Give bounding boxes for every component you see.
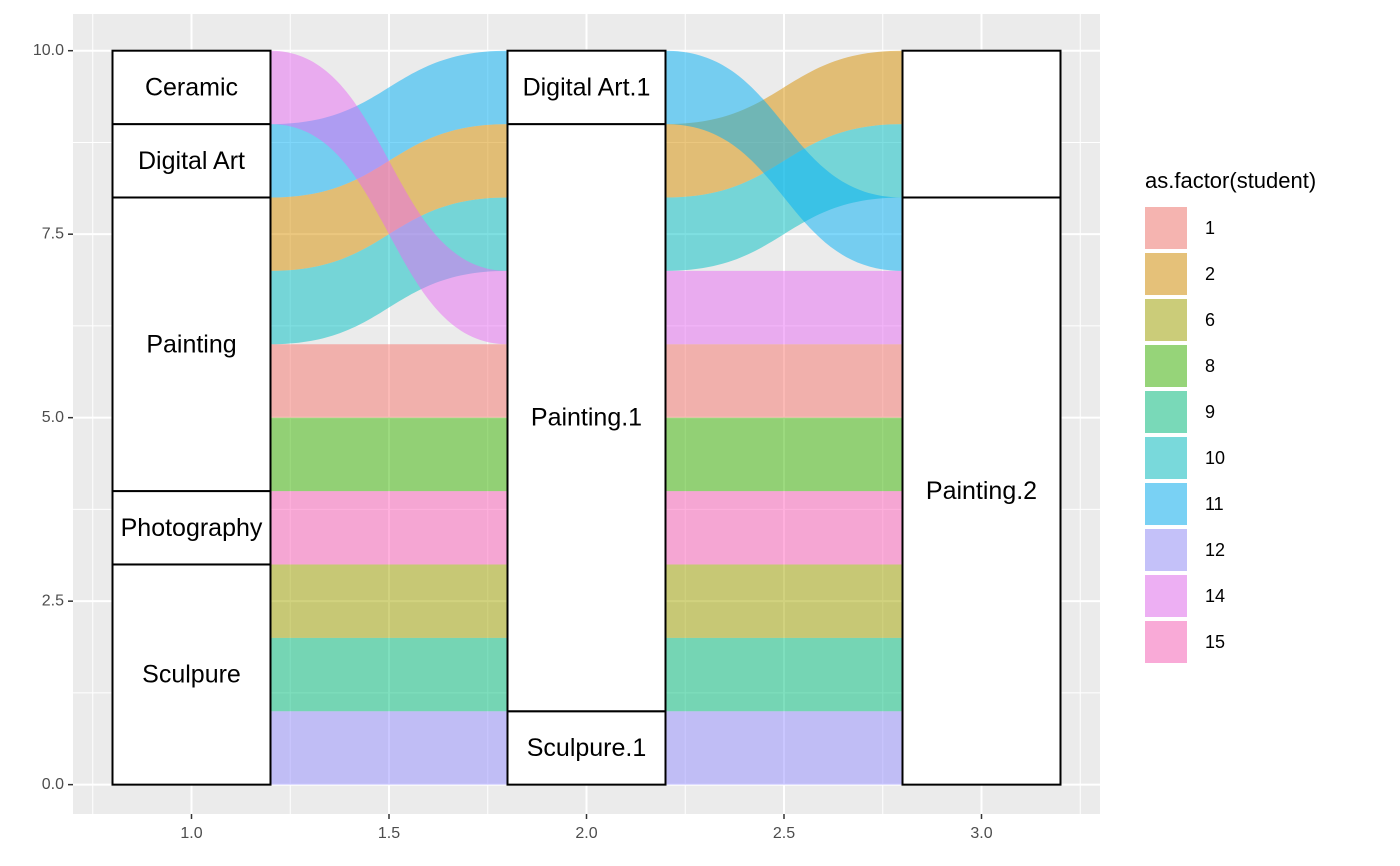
legend-label: 14 [1205, 586, 1225, 606]
legend-label: 10 [1205, 448, 1225, 468]
flow-student-6 [270, 564, 508, 638]
legend-swatch-12 [1145, 529, 1187, 571]
y-tick-label: 10.0 [33, 42, 64, 59]
legend-swatch-10 [1145, 437, 1187, 479]
flow-student-14 [665, 270, 903, 345]
flow-student-1 [665, 344, 903, 418]
flow-student-15 [665, 491, 903, 565]
legend-title: as.factor(student) [1145, 168, 1316, 193]
y-tick-label: 0.0 [42, 776, 64, 793]
x-axis: 1.0 1.5 2.0 2.5 3.0 [180, 814, 993, 842]
stratum-label: Painting.1 [531, 404, 642, 432]
y-tick-label: 7.5 [42, 226, 64, 243]
legend-label: 12 [1205, 540, 1225, 560]
flow-student-9 [665, 637, 903, 712]
flow-student-6 [665, 564, 903, 638]
flow-student-11 [270, 50, 508, 198]
legend-swatch-2 [1145, 253, 1187, 295]
stratum-label: Digital Art.1 [523, 73, 651, 101]
stratum-box [111, 123, 272, 199]
stratum-box [506, 123, 667, 713]
y-tick-label: 5.0 [42, 409, 64, 426]
legend-swatch-8 [1145, 345, 1187, 387]
legend-swatch-11 [1145, 483, 1187, 525]
flow-student-11 [665, 50, 903, 271]
stratum-label: Painting [146, 330, 236, 358]
flow-student-2 [665, 50, 903, 198]
legend-label: 6 [1205, 310, 1215, 330]
stratum-box [111, 563, 272, 786]
flow-student-12 [665, 711, 903, 785]
x-tick-label: 1.5 [378, 825, 400, 842]
strata: Sculpure Photography Painting Digital Art Ce… [111, 49, 1062, 786]
stratum-box [901, 49, 1062, 199]
legend-label: 15 [1205, 632, 1225, 652]
legend-label: 1 [1205, 218, 1215, 238]
stratum-box [111, 49, 272, 126]
stratum-label: Sculpure [142, 661, 241, 689]
stratum-label: Ceramic [145, 73, 238, 101]
flow-student-8 [270, 417, 508, 492]
stratum-box [506, 710, 667, 786]
flow-student-15 [270, 491, 508, 565]
legend-swatch-15 [1145, 621, 1187, 663]
legend-swatch-14 [1145, 575, 1187, 617]
flows [270, 50, 903, 785]
stratum-label: Painting.2 [926, 477, 1037, 505]
stratum-box [901, 196, 1062, 786]
legend-swatch-1 [1145, 207, 1187, 249]
legend-swatch-9 [1145, 391, 1187, 433]
flow-student-10 [270, 197, 508, 345]
stratum-box [111, 196, 272, 493]
legend-swatch-6 [1145, 299, 1187, 341]
flow-student-14 [270, 50, 508, 345]
stratum-box [111, 490, 272, 566]
legend-label: 11 [1205, 494, 1224, 514]
flow-student-9 [270, 637, 508, 712]
x-tick-label: 1.0 [180, 825, 202, 842]
stratum-label: Digital Art [138, 147, 245, 175]
y-tick-label: 2.5 [42, 593, 64, 610]
x-tick-label: 3.0 [970, 825, 992, 842]
flow-student-1 [270, 344, 508, 418]
legend-label: 9 [1205, 402, 1215, 422]
flow-student-12 [270, 711, 508, 785]
stratum-label: Sculpure.1 [527, 734, 647, 762]
x-tick-label: 2.0 [575, 825, 597, 842]
stratum-label: Photography [121, 514, 263, 542]
y-axis: 0.0 2.5 5.0 7.5 10.0 [33, 42, 73, 793]
x-tick-label: 2.5 [773, 825, 795, 842]
legend-label: 8 [1205, 356, 1215, 376]
flow-student-8 [665, 417, 903, 492]
stratum-box [506, 49, 667, 126]
legend-label: 2 [1205, 264, 1215, 284]
